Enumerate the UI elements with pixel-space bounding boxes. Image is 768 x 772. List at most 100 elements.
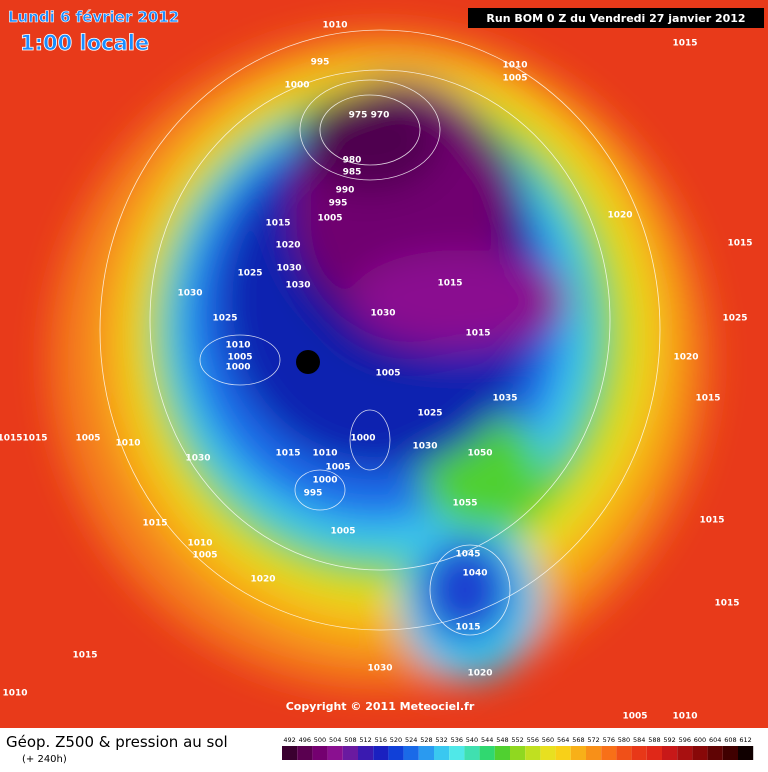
isobar-label: 1015	[672, 39, 697, 49]
isobar-label: 1015	[437, 279, 462, 289]
isobar-label: 1020	[250, 575, 275, 585]
scale-label: 544	[481, 736, 493, 744]
scale-swatch	[434, 746, 450, 760]
scale-swatch	[586, 746, 602, 760]
scale-swatch	[616, 746, 632, 760]
scale-swatch	[494, 746, 510, 760]
scale-label: 504	[329, 736, 341, 744]
color-scale: 492 496 500 504 508 512 516 520 524 528 532 536 540 5…	[282, 736, 754, 760]
scale-swatch	[646, 746, 662, 760]
isobar-label: 1030	[370, 309, 395, 319]
isobar-label: 1010	[187, 539, 212, 549]
isobar-label: 1005	[227, 353, 252, 363]
isobar-label: 1020	[275, 241, 300, 251]
isobar-label: 995	[329, 199, 348, 209]
isobar-label: 1030	[285, 281, 310, 291]
isobar-labels: 1010 995 1000 1010 1005 1015 975 970 980 985 990 99…	[0, 21, 753, 722]
scale-label: 556	[527, 736, 539, 744]
isobar-label: 1030	[412, 442, 437, 452]
isobar-label: 970	[371, 111, 390, 121]
isobar-label: 1025	[722, 314, 747, 324]
isobar-label: 1005	[325, 463, 350, 473]
isobar-label: 1030	[276, 264, 301, 274]
forecast-time: 1:00 locale	[20, 31, 149, 55]
scale-swatch	[525, 746, 541, 760]
isobar-label: 975	[349, 111, 368, 121]
scale-label: 596	[679, 736, 691, 744]
isobar-label: 1005	[330, 527, 355, 537]
isobar-label: 1025	[212, 314, 237, 324]
scale-label: 612	[739, 736, 751, 744]
isobar-label: 1025	[417, 409, 442, 419]
isobar-label: 1010	[322, 21, 347, 31]
scale-swatch	[388, 746, 404, 760]
scale-label: 548	[496, 736, 508, 744]
footer-lead: (+ 240h)	[22, 754, 67, 765]
isobar-label: 1005	[622, 712, 647, 722]
scale-label: 536	[451, 736, 463, 744]
isobar-label: 1015	[275, 449, 300, 459]
scale-swatch	[540, 746, 556, 760]
isobar-label: 1000	[284, 81, 309, 91]
isobar-label: 1010	[115, 439, 140, 449]
isobar-label: 1015	[727, 239, 752, 249]
scale-swatch	[692, 746, 708, 760]
isobar-label: 1010	[502, 61, 527, 71]
scale-label: 564	[557, 736, 569, 744]
scale-label: 516	[375, 736, 387, 744]
scale-swatch	[373, 746, 389, 760]
scale-label: 528	[420, 736, 432, 744]
isobar-label: 1015	[72, 651, 97, 661]
isobar-label: 1015	[465, 329, 490, 339]
forecast-date: Lundi 6 février 2012	[8, 8, 179, 26]
scale-label: 492	[283, 736, 295, 744]
isobar-label: 1005	[317, 214, 342, 224]
isobar-label: 1010	[312, 449, 337, 459]
isobar-label: 1000	[350, 434, 375, 444]
run-box	[468, 8, 764, 28]
scale-swatch	[464, 746, 480, 760]
isobar-label: 995	[311, 58, 330, 68]
scale-swatch	[555, 746, 571, 760]
scale-swatch	[631, 746, 647, 760]
scale-swatch	[479, 746, 495, 760]
scale-label: 524	[405, 736, 417, 744]
isobar-label: 1045	[455, 550, 480, 560]
scale-swatch	[738, 746, 754, 760]
isobar-label: 1015	[265, 219, 290, 229]
isobar-label: 1015	[699, 516, 724, 526]
scale-swatch	[312, 746, 328, 760]
scale-swatch	[297, 746, 313, 760]
map-field	[0, 0, 768, 728]
scale-label: 580	[618, 736, 630, 744]
scale-swatch	[601, 746, 617, 760]
scale-swatch	[707, 746, 723, 760]
isobar-label: 1035	[492, 394, 517, 404]
isobar-label: 1005	[375, 369, 400, 379]
scale-swatch	[722, 746, 738, 760]
scale-swatch	[418, 746, 434, 760]
isobar-label: 1020	[467, 669, 492, 679]
scale-swatch	[342, 746, 358, 760]
isobar-label: 980	[343, 156, 362, 166]
scale-label: 552	[511, 736, 523, 744]
scale-label: 600	[694, 736, 706, 744]
copyright: Copyright © 2011 Meteociel.fr	[286, 700, 475, 713]
isobar-label: 1015	[142, 519, 167, 529]
isobar-label: 1030	[185, 454, 210, 464]
isobar-label: 1055	[452, 499, 477, 509]
scale-label: 520	[390, 736, 402, 744]
scale-swatch	[403, 746, 419, 760]
isobar-label: 995	[304, 489, 323, 499]
isobar-label: 1020	[607, 211, 632, 221]
scale-label: 576	[603, 736, 615, 744]
isobar-label: 985	[343, 168, 362, 178]
isobar-label: 1015	[0, 434, 23, 444]
isobar-label: 1005	[75, 434, 100, 444]
isobar-label: 1010	[672, 712, 697, 722]
isobar-label: 1010	[2, 689, 27, 699]
isobar-label: 1040	[462, 569, 487, 579]
isobar-label: 1030	[367, 664, 392, 674]
scale-label: 512	[359, 736, 371, 744]
